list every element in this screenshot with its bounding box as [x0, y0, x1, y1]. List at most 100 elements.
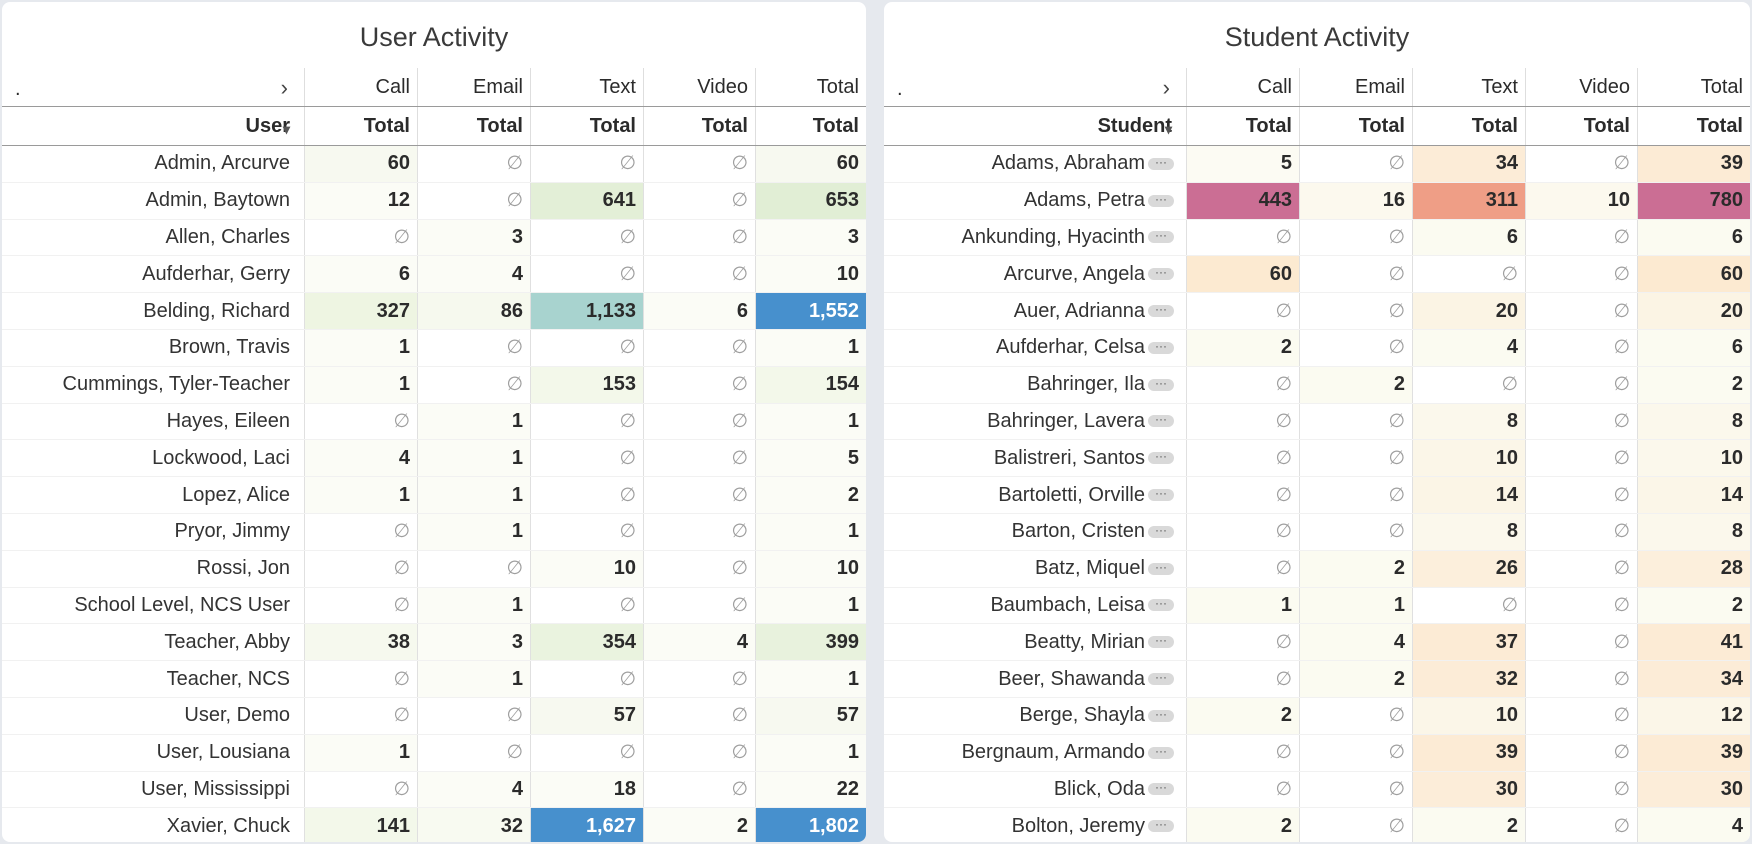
row-name-cell[interactable]: Baumbach, Leisa ··· [884, 588, 1186, 624]
cell-email[interactable]: 86 [417, 293, 530, 329]
cell-call[interactable]: ∅ [1186, 513, 1299, 550]
column-header-text[interactable]: Text [1412, 68, 1525, 106]
table-row[interactable]: Admin, Arcurve 60 ∅ ∅ ∅ 60 [2, 146, 866, 183]
row-name-cell[interactable]: Adams, Petra ··· [884, 183, 1186, 219]
cell-text[interactable]: ∅ [1412, 587, 1525, 624]
more-options-icon[interactable]: ··· [1148, 413, 1174, 428]
table-row[interactable]: Lopez, Alice 1 1 ∅ ∅ 2 [2, 477, 866, 514]
cell-video[interactable]: ∅ [643, 440, 755, 477]
cell-email[interactable]: 1 [417, 440, 530, 477]
row-name-cell[interactable]: Beatty, Mirian ··· [884, 624, 1186, 660]
cell-call[interactable]: 38 [304, 624, 417, 661]
cell-text[interactable]: 10 [530, 550, 643, 587]
cell-total[interactable]: 10 [755, 256, 866, 293]
cell-call[interactable]: 443 [1186, 182, 1299, 219]
row-name-cell[interactable]: Teacher, Abby [2, 624, 304, 660]
column-header-email[interactable]: Email [417, 68, 530, 106]
cell-total[interactable]: 2 [755, 477, 866, 513]
column-header-text[interactable]: Text [530, 68, 643, 106]
row-name-cell[interactable]: Batz, Miquel ··· [884, 551, 1186, 587]
row-name-cell[interactable]: Hayes, Eileen [2, 404, 304, 440]
more-options-icon[interactable]: ··· [1148, 818, 1174, 833]
more-options-icon[interactable]: ··· [1148, 266, 1174, 281]
table-row[interactable]: Baumbach, Leisa ··· 1 1 ∅ ∅ 2 [884, 587, 1750, 625]
cell-total[interactable]: 8 [1637, 403, 1750, 440]
row-name-cell[interactable]: Bergnaum, Armando ··· [884, 735, 1186, 771]
cell-text[interactable]: 20 [1412, 293, 1525, 329]
row-name-cell[interactable]: Beer, Shawanda ··· [884, 661, 1186, 697]
cell-text[interactable]: 18 [530, 771, 643, 808]
sort-icon[interactable]: ▾ [1164, 121, 1172, 137]
cell-call[interactable]: ∅ [304, 771, 417, 808]
cell-total[interactable]: 30 [1637, 771, 1750, 808]
more-options-icon[interactable]: ··· [1148, 524, 1174, 538]
cell-video[interactable]: ∅ [1525, 440, 1637, 477]
cell-video[interactable]: ∅ [1525, 513, 1637, 550]
cell-text[interactable]: ∅ [1412, 256, 1525, 293]
cell-text[interactable]: 641 [530, 182, 643, 219]
table-row[interactable]: Pryor, Jimmy ∅ 1 ∅ ∅ 1 [2, 513, 866, 551]
cell-total[interactable]: 10 [755, 550, 866, 587]
subheader-call-total[interactable]: Total [304, 107, 417, 145]
cell-video[interactable]: ∅ [1525, 293, 1637, 329]
cell-video[interactable]: ∅ [1525, 771, 1637, 808]
table-row[interactable]: Bergnaum, Armando ··· ∅ ∅ 39 ∅ 39 [884, 734, 1750, 772]
cell-text[interactable]: 34 [1412, 146, 1525, 182]
cell-text[interactable]: 153 [530, 366, 643, 403]
cell-call[interactable]: 60 [1186, 256, 1299, 293]
cell-total[interactable]: 3 [755, 219, 866, 256]
row-name-cell[interactable]: Aufderhar, Celsa ··· [884, 330, 1186, 366]
more-options-icon[interactable]: ··· [1148, 781, 1174, 796]
cell-video[interactable]: ∅ [1525, 587, 1637, 624]
cell-text[interactable]: ∅ [530, 513, 643, 550]
cell-call[interactable]: ∅ [1186, 771, 1299, 808]
cell-total[interactable]: 6 [1637, 329, 1750, 366]
cell-video[interactable]: ∅ [643, 256, 755, 293]
cell-total[interactable]: 2 [1637, 587, 1750, 624]
cell-email[interactable]: ∅ [1299, 808, 1412, 842]
cell-call[interactable]: ∅ [304, 513, 417, 550]
cell-text[interactable]: 10 [1412, 697, 1525, 734]
cell-total[interactable]: 780 [1637, 182, 1750, 219]
cell-video[interactable]: ∅ [1525, 366, 1637, 403]
cell-email[interactable]: 2 [1299, 661, 1412, 697]
cell-email[interactable]: 16 [1299, 182, 1412, 219]
more-options-icon[interactable]: ··· [1148, 450, 1174, 465]
cell-call[interactable]: 141 [304, 808, 417, 842]
cell-total[interactable]: 1 [755, 587, 866, 624]
table-row[interactable]: Teacher, NCS ∅ 1 ∅ ∅ 1 [2, 661, 866, 698]
cell-text[interactable]: 4 [1412, 329, 1525, 366]
table-row[interactable]: Adams, Petra ··· 443 16 311 10 780 [884, 182, 1750, 220]
cell-video[interactable]: ∅ [1525, 734, 1637, 771]
cell-text[interactable]: 37 [1412, 624, 1525, 661]
cell-total[interactable]: 6 [1637, 219, 1750, 256]
cell-email[interactable]: 1 [417, 513, 530, 550]
table-row[interactable]: Bahringer, Ila ··· ∅ 2 ∅ ∅ 2 [884, 366, 1750, 404]
cell-text[interactable]: ∅ [530, 403, 643, 440]
row-name-cell[interactable]: Arcurve, Angela ··· [884, 256, 1186, 292]
row-name-cell[interactable]: Adams, Abraham ··· [884, 146, 1186, 182]
cell-call[interactable]: ∅ [304, 697, 417, 734]
cell-email[interactable]: 32 [417, 808, 530, 842]
subheader-grand-total[interactable]: Total [1637, 107, 1750, 145]
cell-total[interactable]: 1 [755, 403, 866, 440]
more-options-icon[interactable]: ··· [1148, 487, 1174, 502]
cell-total[interactable]: 8 [1637, 513, 1750, 550]
cell-email[interactable]: ∅ [1299, 146, 1412, 182]
cell-video[interactable]: ∅ [1525, 477, 1637, 513]
cell-email[interactable]: 4 [1299, 624, 1412, 661]
table-row[interactable]: Xavier, Chuck 141 32 1,627 2 1,802 [2, 808, 866, 842]
cell-call[interactable]: ∅ [304, 550, 417, 587]
column-header-email[interactable]: Email [1299, 68, 1412, 106]
row-name-cell[interactable]: Blick, Oda ··· [884, 772, 1186, 808]
table-row[interactable]: Bolton, Jeremy ··· 2 ∅ 2 ∅ 4 [884, 808, 1750, 842]
row-name-cell[interactable]: Admin, Arcurve [2, 146, 304, 182]
row-name-cell[interactable]: School Level, NCS User [2, 588, 304, 624]
table-row[interactable]: User, Lousiana 1 ∅ ∅ ∅ 1 [2, 734, 866, 772]
row-label-header[interactable]: Student ▾ [884, 107, 1186, 145]
cell-call[interactable]: ∅ [304, 661, 417, 697]
cell-call[interactable]: 60 [304, 146, 417, 182]
column-header-video[interactable]: Video [643, 68, 755, 106]
cell-call[interactable]: ∅ [1186, 219, 1299, 256]
cell-total[interactable]: 28 [1637, 550, 1750, 587]
